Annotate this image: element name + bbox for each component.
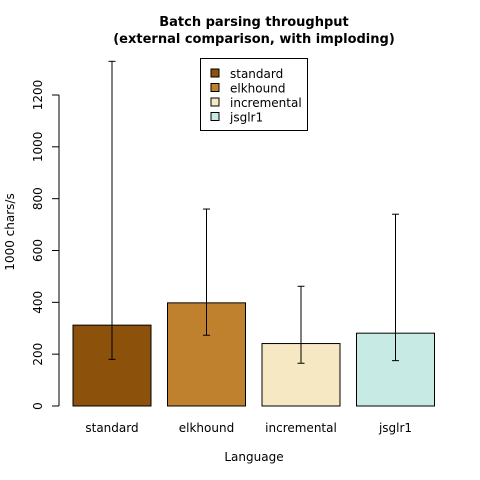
legend-swatch-elkhound — [210, 83, 220, 92]
legend-label-incremental: incremental — [230, 96, 302, 110]
x-axis-tick-labels: standard elkhound incremental jsglr1 — [85, 421, 412, 435]
y-axis: 0 200 400 600 800 1000 1200 — [31, 80, 60, 410]
chart-title-line2: (external comparison, with imploding) — [113, 32, 395, 47]
y-axis-tick-label: 600 — [31, 239, 45, 262]
bar-jsglr1 — [356, 332, 435, 407]
x-axis-tick-label: standard — [85, 421, 138, 435]
legend-swatch-jsglr1 — [210, 112, 220, 121]
y-axis-tick-label: 800 — [31, 187, 45, 210]
x-axis-label: Language — [224, 450, 283, 464]
legend-label-jsglr1: jsglr1 — [229, 111, 263, 125]
y-axis-tick-label: 400 — [31, 291, 45, 314]
y-axis-tick-label: 1000 — [31, 132, 45, 163]
y-axis-label: 1000 chars/s — [3, 193, 17, 270]
legend-swatch-incremental — [210, 97, 220, 107]
x-axis-tick-label: jsglr1 — [378, 421, 412, 435]
y-axis-tick-label: 200 — [31, 343, 45, 366]
x-axis-tick-label: elkhound — [179, 421, 234, 435]
error-bars — [108, 60, 399, 364]
legend-label-elkhound: elkhound — [230, 82, 285, 96]
chart-title-line1: Batch parsing throughput — [159, 15, 349, 30]
x-axis-tick-label: incremental — [265, 421, 337, 435]
y-axis-tick-label: 0 — [31, 402, 45, 410]
legend-label-standard: standard — [230, 67, 283, 81]
y-axis-tick-label: 1200 — [31, 80, 45, 111]
legend-swatch-standard — [210, 68, 220, 78]
bars — [72, 302, 435, 407]
